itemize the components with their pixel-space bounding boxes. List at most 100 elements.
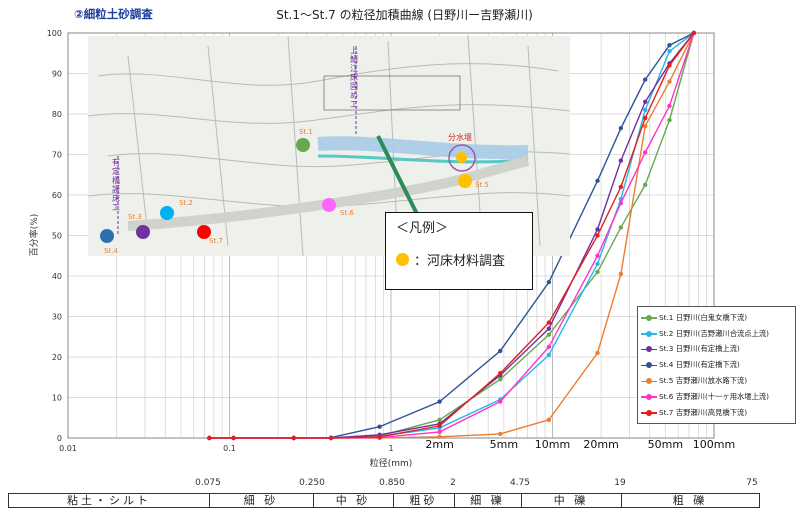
y-tick-label: 100 bbox=[47, 29, 62, 38]
data-point bbox=[377, 434, 382, 439]
place-label-bed-protection: 有定橋護床工 bbox=[112, 158, 120, 212]
y-tick-label: 80 bbox=[52, 110, 62, 119]
legend-label: St.4 日野川(有定橋下流) bbox=[659, 360, 740, 370]
class-name: 細 砂 bbox=[243, 494, 279, 507]
x-tick-labels: 0.01 0.1 1 bbox=[59, 444, 393, 453]
data-point bbox=[498, 399, 503, 404]
station-label-st1: St.1 bbox=[299, 128, 313, 136]
class-boundary-label: 19 bbox=[614, 478, 626, 488]
legend-item-st3: St.3 日野川(有定橋上流) bbox=[641, 342, 792, 358]
station-marker-st1 bbox=[296, 138, 310, 152]
legend-item-st4: St.4 日野川(有定橋下流) bbox=[641, 357, 792, 373]
size-labels: 2mm 5mm 10mm 20mm 50mm 100mm bbox=[425, 438, 735, 451]
data-point bbox=[595, 178, 600, 184]
place-label-weir-upstream: 上鯖江床固め工 bbox=[350, 46, 358, 109]
legend-swatch bbox=[641, 377, 657, 386]
data-point bbox=[643, 182, 648, 188]
chart-title: St.1～St.7 の粒径加積曲線 (日野川ー吉野瀬川) bbox=[276, 8, 533, 22]
class-boundary-label: 0.075 bbox=[195, 478, 221, 488]
y-tick-label: 60 bbox=[52, 191, 62, 200]
size-label: 2mm bbox=[425, 438, 453, 451]
class-divider bbox=[209, 494, 210, 507]
data-point bbox=[643, 77, 648, 82]
map-legend-marker-icon bbox=[396, 253, 409, 266]
y-tick-label: 30 bbox=[52, 313, 62, 322]
y-tick-label: 90 bbox=[52, 70, 62, 79]
data-point bbox=[595, 227, 600, 232]
class-boundary-label: 0.850 bbox=[379, 478, 405, 488]
y-tick-label: 0 bbox=[57, 434, 62, 443]
data-point bbox=[498, 371, 503, 376]
class-names: 粘土・シルト 細 砂 中 砂 粗砂 細 礫 中 礫 粗 礫 bbox=[8, 493, 760, 508]
data-point bbox=[667, 49, 672, 54]
class-name: 中 砂 bbox=[335, 494, 371, 507]
class-name: 粘土・シルト bbox=[67, 494, 151, 507]
data-point bbox=[618, 184, 624, 190]
data-point bbox=[595, 253, 600, 258]
data-point bbox=[595, 233, 600, 238]
legend-label: St.6 吉野瀬川(十一ヶ用水堰上流) bbox=[659, 391, 770, 401]
legend-swatch bbox=[641, 329, 657, 338]
data-point bbox=[437, 417, 442, 422]
legend-item-st6: St.6 吉野瀬川(十一ヶ用水堰上流) bbox=[641, 389, 792, 405]
data-point bbox=[595, 350, 600, 356]
series-legend: St.1 日野川(白鬼女橋下流) St.2 日野川(吉野瀬川合流点上流) St.3 … bbox=[637, 306, 796, 424]
size-label: 20mm bbox=[583, 438, 618, 451]
data-point bbox=[328, 435, 334, 441]
data-point bbox=[437, 429, 442, 435]
station-marker-st3 bbox=[136, 225, 150, 239]
data-point bbox=[691, 30, 697, 36]
data-point bbox=[667, 117, 672, 123]
data-point bbox=[667, 42, 672, 48]
class-divider bbox=[313, 494, 314, 507]
class-name: 中 礫 bbox=[553, 494, 589, 507]
data-point bbox=[291, 435, 296, 441]
data-point bbox=[618, 225, 624, 230]
y-tick-label: 40 bbox=[52, 272, 62, 281]
data-point bbox=[546, 279, 552, 285]
class-name: 細 礫 bbox=[470, 494, 505, 507]
data-point bbox=[498, 431, 503, 437]
section-heading: ②細粒土砂調査 bbox=[74, 7, 153, 21]
legend-item-st2: St.2 日野川(吉野瀬川合流点上流) bbox=[641, 326, 792, 342]
data-point bbox=[643, 107, 648, 113]
legend-swatch bbox=[641, 345, 657, 354]
class-boundary-label: 2 bbox=[450, 478, 456, 488]
class-divider bbox=[621, 494, 622, 507]
legend-swatch bbox=[641, 392, 657, 401]
data-point bbox=[546, 344, 552, 350]
y-tick-label: 10 bbox=[52, 394, 62, 403]
data-point bbox=[618, 200, 624, 206]
data-point bbox=[595, 269, 600, 275]
legend-item-st1: St.1 日野川(白鬼女橋下流) bbox=[641, 310, 792, 326]
legend-item-st5: St.5 吉野瀬川(放水路下流) bbox=[641, 373, 792, 389]
station-marker-st2 bbox=[160, 206, 174, 220]
grain-class-bar: 0.075 0.250 0.850 2 4.75 19 75 粘土・シルト 細 砂 中 砂 粗砂 細… bbox=[8, 478, 760, 508]
class-divider bbox=[393, 494, 394, 507]
map-legend-label: ：河床材料調査 bbox=[414, 254, 506, 269]
y-tick-label: 50 bbox=[52, 232, 62, 241]
station-label-st6: St.6 bbox=[340, 209, 354, 217]
data-point bbox=[546, 352, 552, 358]
y-axis-label: 百分率(%) bbox=[28, 214, 40, 257]
station-marker-st4 bbox=[100, 229, 114, 243]
size-label: 10mm bbox=[535, 438, 570, 451]
legend-label: St.1 日野川(白鬼女橋下流) bbox=[659, 312, 748, 322]
x-tick-label: 0.1 bbox=[223, 444, 236, 453]
station-label-st2: St.2 bbox=[179, 199, 193, 207]
data-point bbox=[498, 348, 503, 354]
class-divider bbox=[521, 494, 522, 507]
data-point bbox=[498, 377, 503, 382]
diversion-weir-marker bbox=[456, 152, 467, 163]
data-point bbox=[618, 125, 624, 131]
legend-label: St.7 吉野瀬川(高見橋下流) bbox=[659, 407, 748, 417]
class-boundary-label: 75 bbox=[746, 478, 758, 488]
data-point bbox=[546, 417, 552, 422]
station-marker-st5 bbox=[458, 174, 472, 188]
data-point bbox=[595, 261, 600, 267]
data-point bbox=[377, 424, 382, 429]
data-point bbox=[437, 434, 442, 439]
legend-swatch bbox=[641, 408, 657, 417]
x-tick-label: 0.01 bbox=[59, 444, 77, 453]
class-name: 粗 礫 bbox=[672, 494, 708, 507]
